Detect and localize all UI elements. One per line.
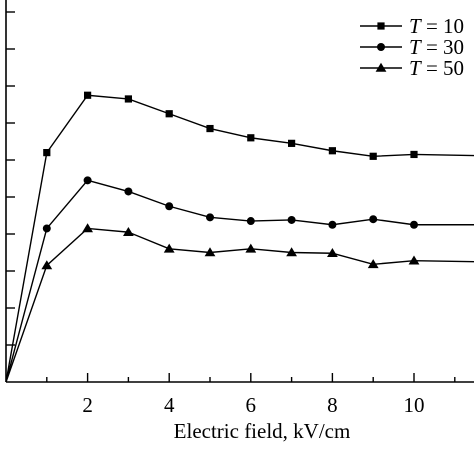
data-point	[206, 124, 214, 133]
data-point	[124, 95, 132, 103]
data-point	[328, 147, 336, 155]
data-point	[410, 220, 418, 229]
data-point	[165, 110, 173, 118]
legend-marker	[377, 22, 385, 30]
data-point	[123, 226, 134, 236]
data-point	[247, 134, 255, 142]
series-3	[5, 223, 474, 383]
series-1	[5, 91, 474, 383]
y-ticks	[6, 11, 15, 346]
data-point	[410, 150, 418, 159]
series-2	[5, 176, 474, 383]
series-line	[5, 179, 474, 383]
data-point	[163, 243, 175, 253]
data-point	[43, 149, 51, 157]
data-point	[82, 223, 93, 233]
data-point	[327, 248, 338, 258]
series-line	[5, 227, 474, 383]
legend-label: T = 10	[409, 14, 464, 38]
data-point	[245, 243, 257, 253]
data-point	[286, 247, 297, 257]
x-ticks: 2 4 6 8 10	[46, 373, 456, 417]
data-point	[328, 220, 337, 229]
axes	[5, 0, 474, 383]
data-point	[204, 247, 216, 257]
legend-label: T = 50	[409, 56, 464, 80]
legend: T = 10T = 30T = 50	[360, 14, 464, 80]
legend-item: T = 10	[360, 14, 464, 38]
data-point	[408, 255, 420, 265]
x-tick-label: 10	[404, 393, 425, 417]
data-point	[369, 215, 378, 224]
legend-label: T = 30	[409, 35, 464, 59]
data-point	[42, 224, 51, 233]
data-point	[288, 139, 296, 147]
data-point	[287, 215, 296, 224]
x-tick-label: 6	[246, 393, 257, 417]
data-point	[84, 91, 92, 99]
series-group	[5, 91, 474, 383]
data-point	[246, 217, 255, 226]
data-point	[367, 259, 379, 269]
data-point	[124, 187, 133, 196]
legend-marker	[375, 62, 387, 72]
x-tick-label: 4	[164, 393, 175, 417]
data-point	[165, 202, 174, 211]
legend-marker	[377, 43, 385, 51]
x-axis-label: Electric field, kV/cm	[174, 419, 351, 443]
legend-item: T = 30	[360, 35, 464, 59]
x-tick-label: 8	[327, 393, 338, 417]
data-point	[83, 176, 92, 185]
x-tick-label: 2	[82, 393, 93, 417]
data-point	[41, 260, 53, 270]
series-line	[5, 94, 474, 383]
data-point	[369, 152, 377, 160]
legend-item: T = 50	[360, 56, 464, 80]
data-point	[206, 213, 214, 222]
